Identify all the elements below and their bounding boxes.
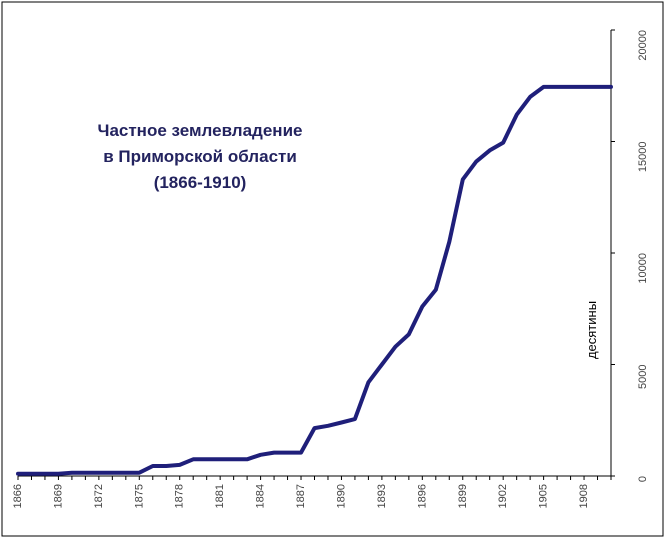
y-axis-label: десятины [584,301,599,359]
y-tick-label: 20000 [637,30,649,61]
x-tick-label: 1872 [93,484,105,508]
title-line-3: (1866-1910) [154,173,247,192]
y-tick-label: 0 [637,476,649,482]
x-tick-label: 1899 [457,484,469,508]
title-line-2: в Приморской области [103,147,297,166]
x-axis-ticks: 1866 1869 1872 1875 1878 1881 1884 1887 1890 1893… [12,476,612,508]
x-tick-label: 1893 [376,484,388,508]
x-tick-label: 1875 [133,484,145,508]
x-tick-label: 1908 [578,484,590,508]
x-tick-label: 1896 [416,484,428,508]
x-tick-label: 1887 [295,484,307,508]
x-tick-label: 1884 [255,484,267,508]
y-tick-label: 5000 [637,365,649,389]
series-line [16,84,613,476]
x-tick-label: 1890 [335,484,347,508]
x-tick-label: 1866 [12,484,24,508]
x-tick-label: 1869 [52,484,64,508]
y-axis-ticks: 0 5000 10000 15000 20000 [611,29,649,482]
x-tick-label: 1881 [214,484,226,508]
y-tick-label: 15000 [637,142,649,173]
y-tick-label: 10000 [637,253,649,284]
chart-title: Частное землевладение в Приморской облас… [98,121,303,192]
title-line-1: Частное землевладение [98,121,303,140]
x-tick-label: 1905 [538,484,550,508]
x-tick-label: 1878 [174,484,186,508]
x-tick-label: 1902 [497,484,509,508]
